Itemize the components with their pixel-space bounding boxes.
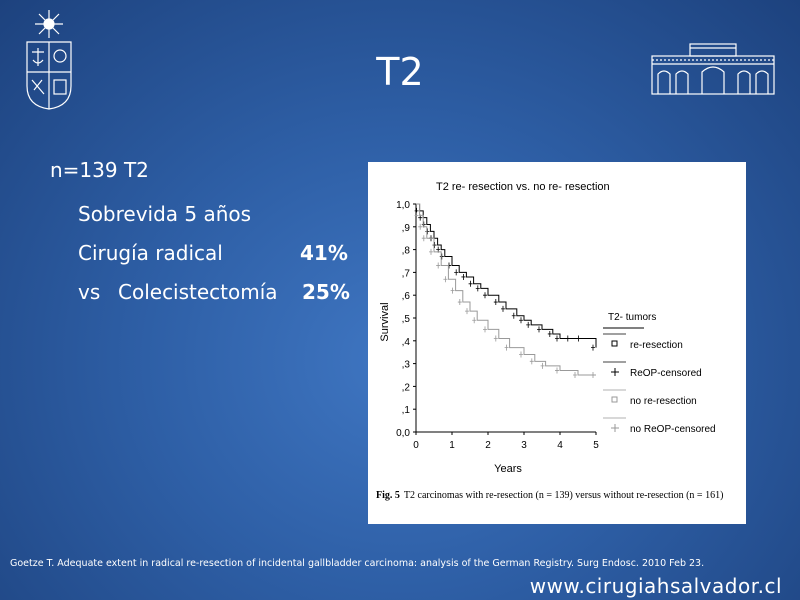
vs-label: vs xyxy=(78,280,101,304)
x-tick-label: 0 xyxy=(413,440,419,451)
y-tick-label: ,7 xyxy=(402,268,411,279)
censor-mark xyxy=(519,351,523,358)
censor-mark xyxy=(591,344,595,351)
x-tick-label: 5 xyxy=(593,440,599,451)
radical-surgery-label: Cirugía radical xyxy=(78,241,223,265)
censor-mark xyxy=(418,223,423,230)
cholecystectomy-label: Colecistectomía xyxy=(118,280,278,304)
legend-marker-square xyxy=(611,340,618,347)
censor-mark xyxy=(468,280,473,287)
series-line-re-resection xyxy=(416,203,597,348)
censor-mark xyxy=(493,335,498,342)
censor-mark xyxy=(436,262,441,269)
censor-mark xyxy=(457,299,462,306)
legend-entry: no re-resection xyxy=(630,396,697,407)
censor-mark xyxy=(547,330,552,337)
censor-mark xyxy=(493,299,498,306)
chart-title: T2 re- resection vs. no re- resection xyxy=(436,181,610,193)
censor-mark xyxy=(439,253,444,260)
censor-mark xyxy=(465,308,469,315)
x-tick-label: 4 xyxy=(557,440,563,451)
caption-text: T2 carcinomas with re-resection (n = 139… xyxy=(403,490,724,501)
y-tick-label: ,4 xyxy=(402,337,411,348)
cholecystectomy-value: 25% xyxy=(302,280,350,304)
y-tick-label: ,8 xyxy=(402,246,411,257)
censor-mark xyxy=(483,292,487,299)
censor-mark xyxy=(414,212,419,219)
legend-entry: re-resection xyxy=(630,340,683,351)
y-tick-label: ,2 xyxy=(402,382,411,393)
y-tick-label: ,5 xyxy=(402,314,411,325)
censor-mark xyxy=(429,248,433,255)
x-tick-label: 2 xyxy=(485,440,491,451)
censor-mark xyxy=(443,276,448,283)
legend-marker-plus xyxy=(611,368,619,376)
legend-marker-plus xyxy=(611,424,619,432)
legend-entry: no ReOP-censored xyxy=(630,424,716,435)
censor-mark xyxy=(576,335,581,342)
censor-mark xyxy=(511,312,516,319)
censor-mark xyxy=(501,305,505,312)
y-tick-label: ,9 xyxy=(402,223,411,234)
university-crest-icon xyxy=(26,10,72,110)
x-tick-label: 1 xyxy=(449,440,455,451)
censor-mark xyxy=(475,285,480,292)
building-facade-icon xyxy=(651,43,775,95)
censor-mark xyxy=(573,372,577,378)
legend-entry: ReOP-censored xyxy=(630,368,702,379)
censor-mark xyxy=(450,287,455,294)
censor-mark xyxy=(565,335,570,342)
censor-mark xyxy=(529,358,534,365)
radical-surgery-value: 41% xyxy=(300,241,348,265)
chart-legend: T2- tumors re-resection ReOP-censored no re… xyxy=(603,312,716,435)
censor-mark xyxy=(461,273,466,280)
survival-figure: T2 re- resection vs. no re- resection 0,… xyxy=(368,162,746,524)
y-tick-label: ,3 xyxy=(402,360,411,371)
y-tick-label: 1,0 xyxy=(396,200,410,211)
censor-mark xyxy=(472,317,477,324)
censor-mark xyxy=(519,317,523,324)
y-tick-label: 0,0 xyxy=(396,428,410,439)
website-url[interactable]: www.cirugiahsalvador.cl xyxy=(529,574,782,598)
x-tick-label: 3 xyxy=(521,440,527,451)
legend-marker-square xyxy=(611,396,618,403)
survival-label: Sobrevida 5 años xyxy=(78,202,252,226)
censor-mark xyxy=(555,335,559,342)
censor-mark xyxy=(526,321,531,328)
survival-chart: T2 re- resection vs. no re- resection 0,… xyxy=(376,181,724,501)
citation: Goetze T. Adequate extent in radical re-… xyxy=(10,558,705,569)
censor-mark xyxy=(425,228,430,235)
y-axis-label: Survival xyxy=(379,302,391,341)
censor-mark xyxy=(432,242,437,249)
censor-mark xyxy=(454,269,459,276)
censor-mark xyxy=(504,344,509,351)
censor-mark xyxy=(540,362,545,369)
censor-mark xyxy=(421,235,426,242)
censor-mark xyxy=(483,326,487,333)
sample-size-label: n=139 T2 xyxy=(50,158,149,182)
censor-mark xyxy=(537,326,541,333)
censor-mark xyxy=(591,372,595,378)
x-axis-label: Years xyxy=(494,463,522,475)
censor-mark xyxy=(555,367,559,374)
series-line-no-re-resection xyxy=(416,203,596,376)
slide-title: T2 xyxy=(376,50,424,94)
y-tick-label: ,6 xyxy=(402,291,411,302)
caption-label-text: Fig. 5 xyxy=(376,490,400,501)
legend-title: T2- tumors xyxy=(608,312,656,323)
y-tick-label: ,1 xyxy=(402,405,411,416)
